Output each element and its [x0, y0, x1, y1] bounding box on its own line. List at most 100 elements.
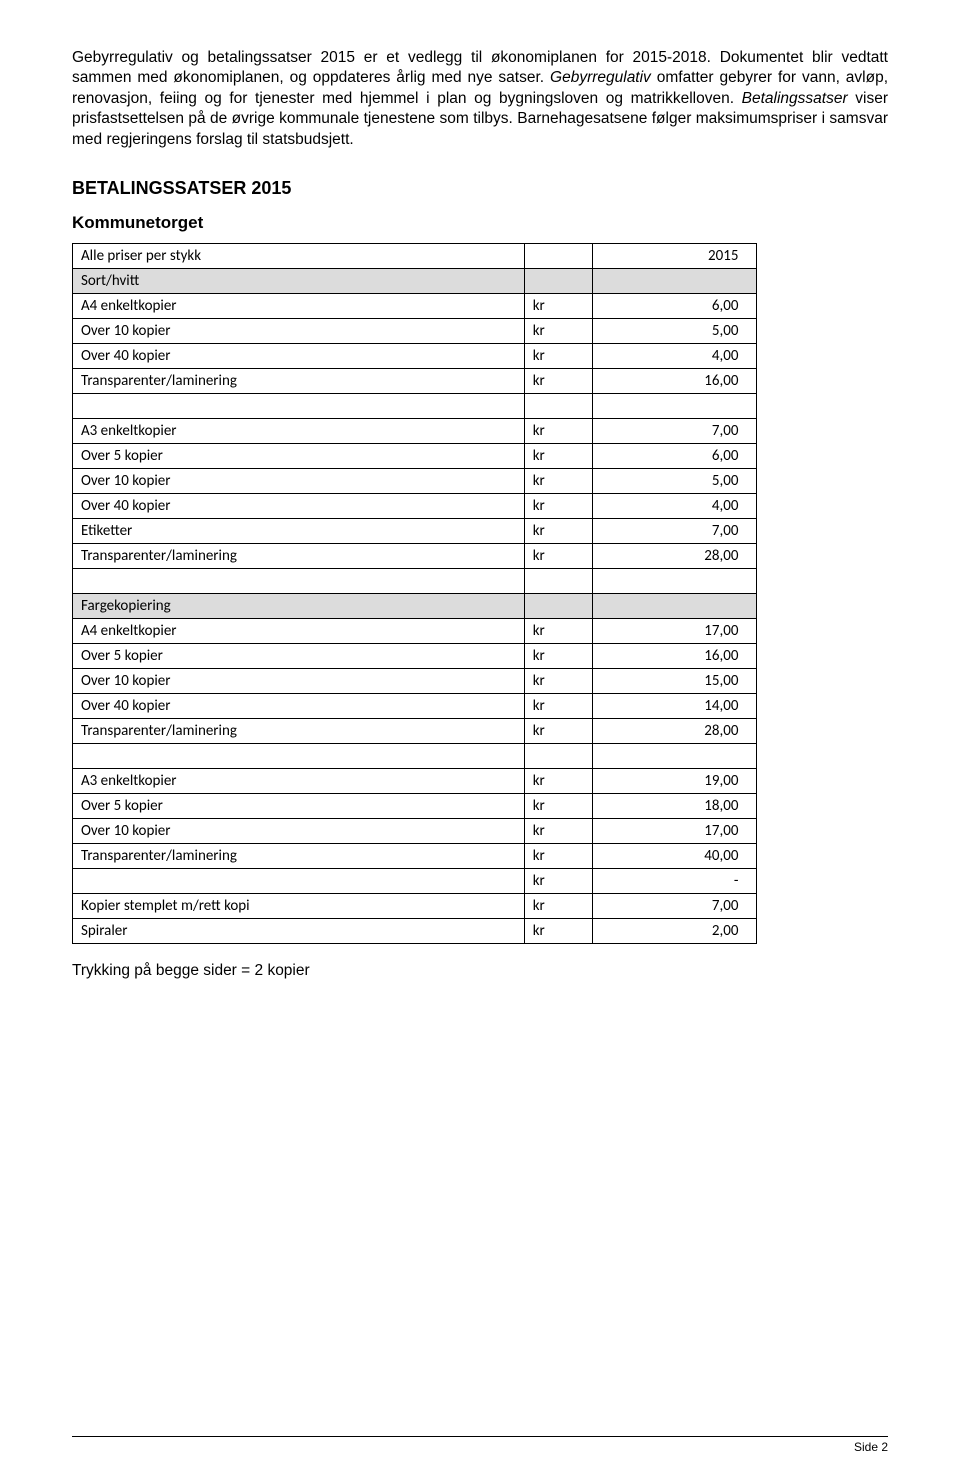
- cell-value: 5,00: [593, 319, 757, 344]
- cell-value: 28,00: [593, 719, 757, 744]
- table-row: Over 10 kopierkr5,00: [73, 469, 757, 494]
- cell-kr: [524, 569, 592, 594]
- cell-desc: Over 10 kopier: [73, 469, 525, 494]
- cell-kr: kr: [524, 719, 592, 744]
- cell-desc: A4 enkeltkopier: [73, 294, 525, 319]
- cell-kr: kr: [524, 619, 592, 644]
- table-row: Over 5 kopierkr16,00: [73, 644, 757, 669]
- cell-value: 15,00: [593, 669, 757, 694]
- cell-value: [593, 394, 757, 419]
- cell-kr: kr: [524, 294, 592, 319]
- page-heading: BETALINGSSATSER 2015: [72, 178, 888, 199]
- cell-value: [593, 269, 757, 294]
- table-row: Over 40 kopierkr4,00: [73, 344, 757, 369]
- table-row: [73, 569, 757, 594]
- cell-kr: kr: [524, 869, 592, 894]
- table-row: Spiralerkr2,00: [73, 919, 757, 944]
- cell-desc: Over 40 kopier: [73, 694, 525, 719]
- cell-value: [593, 594, 757, 619]
- cell-desc: Transparenter/laminering: [73, 844, 525, 869]
- cell-value: 19,00: [593, 769, 757, 794]
- cell-kr: kr: [524, 544, 592, 569]
- cell-value: 6,00: [593, 444, 757, 469]
- cell-value: 7,00: [593, 519, 757, 544]
- price-table: Alle priser per stykk 2015Sort/hvitt A4 …: [72, 243, 757, 944]
- cell-desc: Over 10 kopier: [73, 669, 525, 694]
- cell-value: 7,00: [593, 894, 757, 919]
- cell-kr: kr: [524, 494, 592, 519]
- cell-kr: kr: [524, 644, 592, 669]
- intro-italic-a: Gebyrregulativ: [550, 69, 651, 86]
- table-footnote: Trykking på begge sider = 2 kopier: [72, 962, 888, 980]
- table-row: Transparenter/lamineringkr28,00: [73, 719, 757, 744]
- cell-value: 17,00: [593, 819, 757, 844]
- table-row: [73, 744, 757, 769]
- table-row: A3 enkeltkopierkr7,00: [73, 419, 757, 444]
- cell-value: 28,00: [593, 544, 757, 569]
- cell-kr: kr: [524, 844, 592, 869]
- cell-kr: kr: [524, 819, 592, 844]
- cell-kr: [524, 594, 592, 619]
- cell-desc: Alle priser per stykk: [73, 244, 525, 269]
- cell-kr: kr: [524, 344, 592, 369]
- page-number: Side 2: [854, 1440, 888, 1454]
- cell-desc: Transparenter/laminering: [73, 369, 525, 394]
- cell-value: 4,00: [593, 494, 757, 519]
- cell-kr: kr: [524, 369, 592, 394]
- cell-kr: [524, 744, 592, 769]
- cell-value: 18,00: [593, 794, 757, 819]
- cell-value: [593, 569, 757, 594]
- cell-value: 6,00: [593, 294, 757, 319]
- cell-kr: [524, 244, 592, 269]
- table-row: Over 40 kopierkr4,00: [73, 494, 757, 519]
- cell-desc: Sort/hvitt: [73, 269, 525, 294]
- cell-kr: kr: [524, 769, 592, 794]
- cell-kr: kr: [524, 319, 592, 344]
- cell-desc: Transparenter/laminering: [73, 719, 525, 744]
- cell-kr: [524, 269, 592, 294]
- cell-desc: Over 5 kopier: [73, 644, 525, 669]
- table-row: A4 enkeltkopierkr17,00: [73, 619, 757, 644]
- cell-value: 2,00: [593, 919, 757, 944]
- cell-desc: Over 10 kopier: [73, 319, 525, 344]
- cell-desc: Kopier stemplet m/rett kopi: [73, 894, 525, 919]
- table-row: Transparenter/lamineringkr28,00: [73, 544, 757, 569]
- cell-value: 5,00: [593, 469, 757, 494]
- cell-kr: [524, 394, 592, 419]
- cell-value: -: [593, 869, 757, 894]
- page-footer: Side 2: [72, 1436, 888, 1454]
- table-row: Kopier stemplet m/rett kopikr7,00: [73, 894, 757, 919]
- cell-value: [593, 744, 757, 769]
- table-row: kr-: [73, 869, 757, 894]
- intro-italic-b: Betalingssatser: [742, 90, 848, 107]
- table-row: Alle priser per stykk 2015: [73, 244, 757, 269]
- cell-kr: kr: [524, 919, 592, 944]
- cell-value: 7,00: [593, 419, 757, 444]
- table-row: Etiketterkr7,00: [73, 519, 757, 544]
- table-row: Over 10 kopierkr17,00: [73, 819, 757, 844]
- cell-desc: A4 enkeltkopier: [73, 619, 525, 644]
- cell-desc: Spiraler: [73, 919, 525, 944]
- table-row: Sort/hvitt: [73, 269, 757, 294]
- cell-value: 2015: [593, 244, 757, 269]
- cell-kr: kr: [524, 419, 592, 444]
- cell-desc: Etiketter: [73, 519, 525, 544]
- cell-desc: Fargekopiering: [73, 594, 525, 619]
- intro-paragraph: Gebyrregulativ og betalingssatser 2015 e…: [72, 48, 888, 150]
- table-row: Fargekopiering: [73, 594, 757, 619]
- cell-desc: Over 10 kopier: [73, 819, 525, 844]
- table-row: Over 10 kopierkr15,00: [73, 669, 757, 694]
- page-subheading: Kommunetorget: [72, 213, 888, 233]
- cell-kr: kr: [524, 694, 592, 719]
- cell-desc: [73, 569, 525, 594]
- cell-desc: Over 40 kopier: [73, 344, 525, 369]
- cell-kr: kr: [524, 444, 592, 469]
- table-row: Over 40 kopierkr14,00: [73, 694, 757, 719]
- cell-kr: kr: [524, 469, 592, 494]
- cell-desc: A3 enkeltkopier: [73, 419, 525, 444]
- cell-kr: kr: [524, 894, 592, 919]
- table-row: Over 5 kopierkr18,00: [73, 794, 757, 819]
- cell-desc: Over 5 kopier: [73, 794, 525, 819]
- table-row: [73, 394, 757, 419]
- cell-desc: Over 40 kopier: [73, 494, 525, 519]
